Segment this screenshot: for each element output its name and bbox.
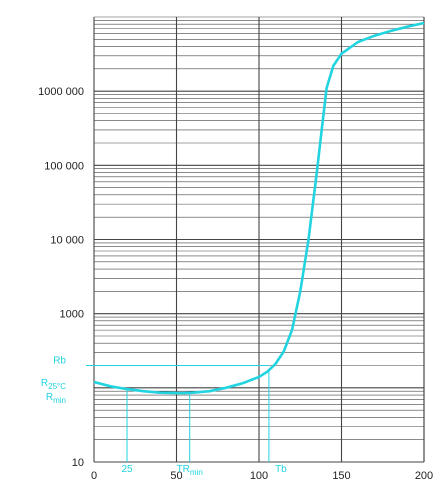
x-tick-label: 50	[170, 470, 182, 482]
x-tick-label: 200	[415, 470, 433, 482]
x-tick-label: 100	[250, 470, 268, 482]
x-marker-label: TRmin	[177, 464, 203, 477]
y-tick-label: 10 000	[50, 235, 84, 247]
chart-marker-lines	[86, 365, 270, 462]
chart-grid	[93, 16, 425, 463]
y-tick-label: 10	[72, 457, 84, 469]
y-marker-label: Rmin	[46, 392, 66, 405]
y-tick-label: 1000 000	[38, 86, 84, 98]
x-marker-label: Tb	[275, 464, 287, 475]
resistance-curve	[93, 21, 425, 395]
y-tick-label: 1000	[60, 309, 84, 321]
x-tick-label: 150	[332, 470, 350, 482]
x-tick-label: 0	[91, 470, 97, 482]
y-marker-label: R25°C	[41, 378, 66, 391]
axis-tick-labels: 0 50 100 150 200 10 1000 10 000 100 000 1000 000	[38, 86, 433, 482]
y-tick-label: 100 000	[44, 160, 84, 172]
y-marker-label: Rb	[53, 356, 66, 367]
x-marker-label: 25	[121, 464, 133, 475]
